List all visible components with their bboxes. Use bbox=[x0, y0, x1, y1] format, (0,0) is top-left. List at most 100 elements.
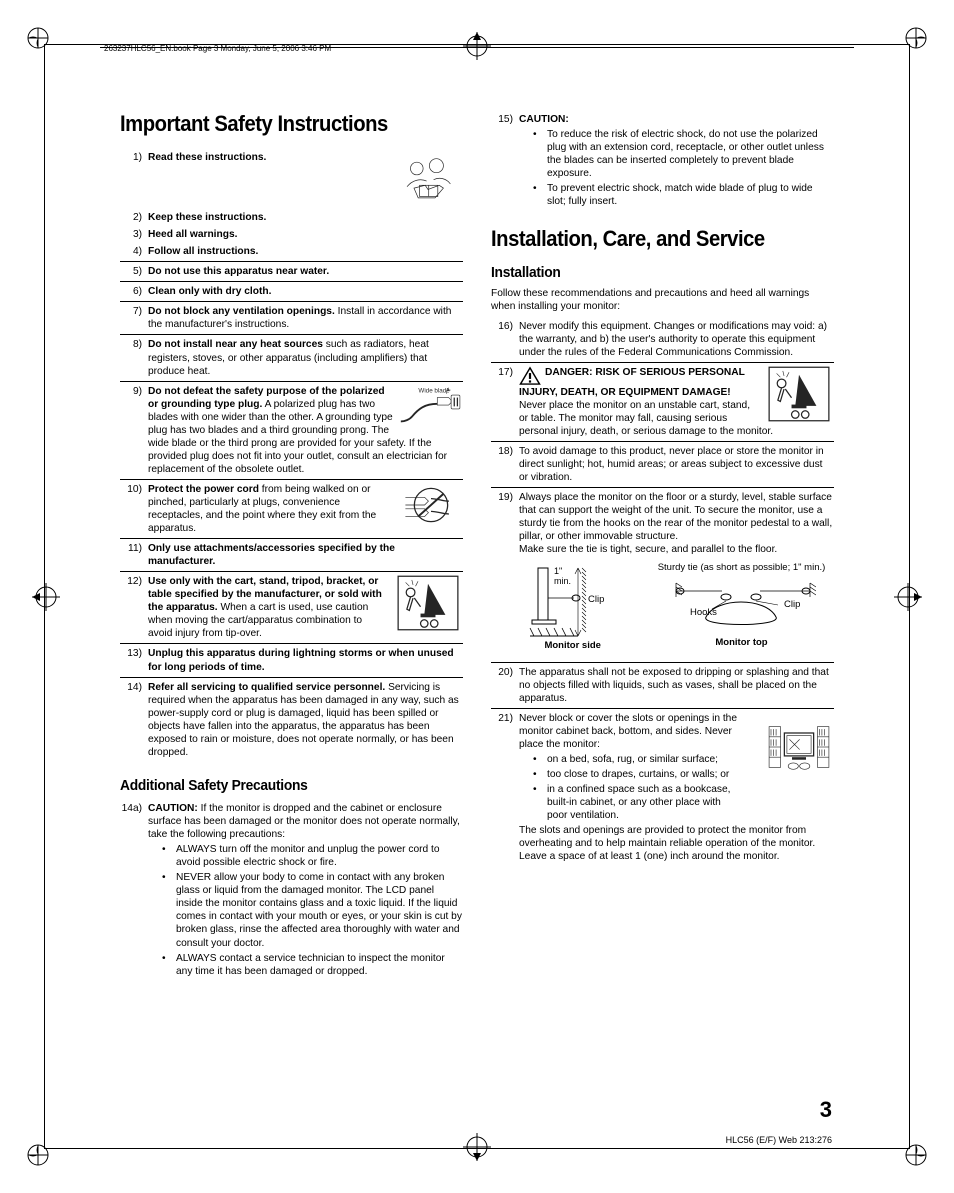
cart-tip-icon bbox=[393, 575, 463, 631]
header-rule bbox=[100, 47, 854, 48]
install-item: 18)To avoid damage to this product, neve… bbox=[491, 442, 834, 488]
bullet: too close to drapes, curtains, or walls;… bbox=[533, 768, 733, 781]
item-text: Protect the power cord from being walked… bbox=[148, 483, 463, 535]
monitor-tie-diagram: 1" min. Clip Monitor side Sturdy tie (as… bbox=[519, 562, 834, 652]
additional-item: 14a) CAUTION: If the monitor is dropped a… bbox=[120, 799, 463, 983]
svg-text:Clip: Clip bbox=[784, 599, 800, 610]
bullet: on a bed, sofa, rug, or similar surface; bbox=[533, 753, 733, 766]
footer-code: HLC56 (E/F) Web 213:276 bbox=[726, 1135, 832, 1145]
item-number: 19) bbox=[491, 491, 513, 658]
safety-item: 12) Use only with the cart, stand, tripo… bbox=[120, 572, 463, 644]
cart-tip-icon bbox=[764, 366, 834, 422]
item-number: 15) bbox=[491, 113, 513, 210]
item-text: Do not use this apparatus near water. bbox=[148, 265, 463, 278]
item15-list: 15) CAUTION:To reduce the risk of electri… bbox=[491, 110, 834, 213]
safety-item: 6) Clean only with dry cloth. bbox=[120, 282, 463, 302]
install-item: 19) Always place the monitor on the floor… bbox=[491, 488, 834, 662]
safety-list: 1) Read these instructions. 2) Keep these … bbox=[120, 148, 463, 762]
item-number: 20) bbox=[491, 666, 513, 705]
additional-list: 14a) CAUTION: If the monitor is dropped a… bbox=[120, 799, 463, 983]
item-text: Keep these instructions. bbox=[148, 211, 463, 224]
reading-icon bbox=[393, 151, 463, 207]
item-number: 5) bbox=[120, 265, 142, 278]
svg-text:Wide blade: Wide blade bbox=[418, 387, 450, 394]
warning-icon bbox=[519, 366, 541, 386]
safety-item: 5) Do not use this apparatus near water. bbox=[120, 262, 463, 282]
installation-intro: Follow these recommendations and precaut… bbox=[491, 287, 834, 313]
item-number: 13) bbox=[120, 647, 142, 673]
item-text: Wide blade Do not defeat the safety purp… bbox=[148, 385, 463, 476]
installation-list: 16)Never modify this equipment. Changes … bbox=[491, 317, 834, 867]
install-item: 16)Never modify this equipment. Changes … bbox=[491, 317, 834, 363]
item-text: DANGER: RISK OF SERIOUS PERSONAL INJURY,… bbox=[519, 366, 834, 438]
item-text: Read these instructions. bbox=[148, 151, 463, 207]
item-number: 6) bbox=[120, 285, 142, 298]
bullet: To reduce the risk of electric shock, do… bbox=[533, 128, 834, 180]
safety-item: 4) Follow all instructions. bbox=[120, 242, 463, 262]
svg-text:Clip: Clip bbox=[588, 594, 604, 605]
heading-installation: Installation, Care, and Service bbox=[491, 225, 807, 253]
install-item: 21) Never block or cover the slots or op… bbox=[491, 709, 834, 867]
item-number: 21) bbox=[491, 712, 513, 864]
diagram-top-label: Monitor top bbox=[715, 637, 767, 648]
item-text: Follow all instructions. bbox=[148, 245, 463, 258]
item-text: The apparatus shall not be exposed to dr… bbox=[519, 666, 834, 705]
item-text: Heed all warnings. bbox=[148, 228, 463, 241]
item-number: 1) bbox=[120, 151, 142, 207]
item-text: Do not block any ventilation openings. I… bbox=[148, 305, 463, 331]
bullet: ALWAYS turn off the monitor and unplug t… bbox=[162, 843, 463, 869]
item-number: 14a) bbox=[120, 802, 142, 980]
diagram-tie-label: Sturdy tie (as short as possible; 1" min… bbox=[658, 562, 826, 574]
heading-safety: Important Safety Instructions bbox=[120, 110, 436, 138]
safety-item: 7)Do not block any ventilation openings.… bbox=[120, 302, 463, 335]
item-number: 3) bbox=[120, 228, 142, 241]
install-item: 20) The apparatus shall not be exposed to… bbox=[491, 663, 834, 709]
item-number: 2) bbox=[120, 211, 142, 224]
item-number: 14) bbox=[120, 681, 142, 759]
item-number: 18) bbox=[491, 445, 513, 484]
item-text: CAUTION:To reduce the risk of electric s… bbox=[519, 113, 834, 210]
item-number: 4) bbox=[120, 245, 142, 258]
item-number: 9) bbox=[120, 385, 142, 476]
item-number: 10) bbox=[120, 483, 142, 535]
page-content: Important Safety Instructions 1) Read th… bbox=[120, 110, 834, 1113]
item-text: Always place the monitor on the floor or… bbox=[519, 491, 834, 658]
item-text: CAUTION: If the monitor is dropped and t… bbox=[148, 802, 463, 980]
item-text: Unplug this apparatus during lightning s… bbox=[148, 647, 463, 673]
diagram-side-label: Monitor side bbox=[544, 640, 600, 651]
safety-item: 3) Heed all warnings. bbox=[120, 225, 463, 242]
shelf-icon bbox=[764, 712, 834, 782]
subheading-installation: Installation bbox=[491, 263, 807, 282]
item-text: Do not install near any heat sources suc… bbox=[148, 338, 463, 377]
caution-item: 15) CAUTION:To reduce the risk of electri… bbox=[491, 110, 834, 213]
item-text: Clean only with dry cloth. bbox=[148, 285, 463, 298]
svg-text:1": 1" bbox=[554, 566, 562, 576]
safety-item: 1) Read these instructions. bbox=[120, 148, 463, 208]
header-filename: 263237HLC56_EN.book Page 3 Monday, June … bbox=[104, 44, 331, 53]
safety-item: 13) Unplug this apparatus during lightnin… bbox=[120, 644, 463, 677]
bullet: in a confined space such as a bookcase, … bbox=[533, 783, 733, 822]
item-number: 8) bbox=[120, 338, 142, 377]
left-column: Important Safety Instructions 1) Read th… bbox=[120, 110, 463, 1113]
safety-item: 10) Protect the power cord from being wa… bbox=[120, 480, 463, 539]
plug-icon: Wide blade bbox=[399, 385, 463, 429]
item-number: 17) bbox=[491, 366, 513, 438]
safety-item: 8)Do not install near any heat sources s… bbox=[120, 335, 463, 381]
safety-item: 14)Refer all servicing to qualified serv… bbox=[120, 678, 463, 762]
bullet: ALWAYS contact a service technician to i… bbox=[162, 952, 463, 978]
bullet: NEVER allow your body to come in contact… bbox=[162, 871, 463, 949]
right-column: 15) CAUTION:To reduce the risk of electri… bbox=[491, 110, 834, 1113]
svg-text:Hooks: Hooks bbox=[690, 607, 717, 618]
cord-icon bbox=[399, 483, 463, 527]
install-item: 17) DANGER: RISK OF SERIOUS PERSONAL INJ… bbox=[491, 363, 834, 442]
page-number: 3 bbox=[820, 1097, 832, 1123]
bullet: To prevent electric shock, match wide bl… bbox=[533, 182, 834, 208]
item-number: 11) bbox=[120, 542, 142, 568]
item-text: Use only with the cart, stand, tripod, b… bbox=[148, 575, 463, 640]
item-text: Only use attachments/accessories specifi… bbox=[148, 542, 463, 568]
svg-text:min.: min. bbox=[554, 576, 571, 586]
item-number: 7) bbox=[120, 305, 142, 331]
safety-item: 11) Only use attachments/accessories spec… bbox=[120, 539, 463, 572]
safety-item: 2) Keep these instructions. bbox=[120, 208, 463, 225]
item-after-text: The slots and openings are provided to p… bbox=[519, 824, 834, 863]
